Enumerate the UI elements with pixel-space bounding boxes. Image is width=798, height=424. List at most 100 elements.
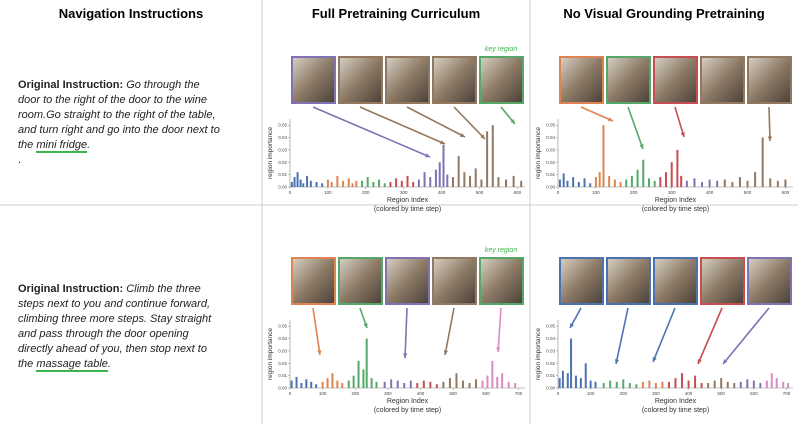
arrow-shaft: [722, 307, 770, 365]
x-tick-label: 0: [557, 190, 560, 195]
instruction: Original Instruction: Climb the three st…: [18, 282, 223, 372]
bar: [693, 178, 696, 187]
bar: [615, 381, 618, 388]
bar: [562, 173, 565, 187]
view-image: [385, 56, 430, 104]
bar: [674, 378, 677, 388]
arrow-head: [652, 357, 657, 362]
x-tick-label: 200: [620, 391, 628, 396]
bar: [372, 182, 375, 187]
bar: [293, 177, 296, 187]
bar: [676, 149, 679, 187]
bar: [507, 381, 510, 388]
bar: [326, 378, 329, 388]
bar: [653, 180, 656, 187]
instruction-label: Original Instruction:: [18, 79, 124, 91]
view-image: [747, 257, 792, 305]
y-tick-label: 0.01: [546, 373, 555, 378]
view-image: [653, 56, 698, 104]
x-tick-label: 0: [557, 391, 560, 396]
y-tick-label: 0.03: [546, 348, 555, 353]
bar: [383, 381, 386, 388]
bar: [296, 172, 299, 187]
y-tick-label: 0.02: [278, 361, 287, 366]
bar: [429, 177, 432, 187]
arrow-shaft: [674, 106, 685, 138]
bar: [759, 383, 762, 388]
y-tick-label: 0.03: [278, 348, 287, 353]
y-axis-label: region importance: [535, 127, 542, 179]
bar: [708, 179, 711, 187]
view-image: [432, 257, 477, 305]
bar: [648, 380, 651, 388]
x-axis-label: Region Index: [387, 197, 429, 204]
bar: [309, 180, 312, 187]
bar: [448, 378, 451, 388]
bar: [787, 383, 790, 388]
bar: [330, 182, 333, 187]
x-tick-label: 0: [289, 190, 292, 195]
x-tick-label: 500: [476, 190, 484, 195]
y-tick-label: 0.00: [546, 386, 555, 391]
bar: [361, 180, 364, 187]
bar: [461, 380, 464, 388]
bar: [366, 177, 369, 187]
arrow-head: [697, 359, 702, 364]
bar: [409, 380, 412, 388]
bar: [396, 380, 399, 388]
arrow-shaft: [453, 106, 486, 140]
x-tick-label: 100: [319, 391, 327, 396]
view-image: [291, 56, 336, 104]
bar: [661, 381, 664, 388]
bar: [782, 381, 785, 388]
bar: [570, 338, 573, 388]
arrow-head: [639, 144, 644, 149]
bar: [594, 381, 597, 388]
y-tick-label: 0.02: [546, 160, 555, 165]
instruction-extra: .: [18, 154, 22, 166]
view-image: [432, 56, 477, 104]
x-tick-label: 300: [652, 391, 660, 396]
arrow-shaft: [697, 307, 723, 365]
y-tick-label: 0.01: [278, 172, 287, 177]
bar: [619, 182, 622, 187]
instruction-end: .: [87, 139, 91, 151]
x-tick-label: 300: [400, 190, 408, 195]
arrow-head: [480, 134, 485, 139]
bar: [746, 180, 749, 187]
bar: [331, 373, 334, 388]
bar: [670, 162, 673, 187]
x-tick-label: 400: [417, 391, 425, 396]
arrow-shaft: [312, 307, 321, 356]
bar: [336, 380, 339, 388]
x-axis-note: (colored by time step): [642, 206, 709, 213]
bar: [412, 182, 415, 187]
bar: [365, 338, 368, 388]
bar: [594, 177, 597, 187]
bar: [505, 179, 508, 187]
bar: [486, 131, 489, 187]
x-tick-label: 0: [289, 391, 292, 396]
bar: [390, 379, 393, 388]
arrow-shaft: [615, 307, 629, 365]
y-axis-label: region importance: [535, 328, 542, 380]
bar: [746, 379, 749, 388]
bar: [625, 179, 628, 187]
x-tick-label: 600: [782, 190, 790, 195]
bar: [429, 381, 432, 388]
bar: [497, 177, 500, 187]
view-image: [606, 257, 651, 305]
instruction-highlight: massage table: [36, 358, 108, 372]
bar: [406, 175, 409, 187]
bar: [475, 379, 478, 388]
bar: [514, 383, 517, 388]
bar: [434, 169, 437, 187]
instruction-highlight: mini fridge: [36, 139, 88, 153]
y-tick-label: 0.02: [278, 160, 287, 165]
bar: [694, 375, 697, 388]
bar: [775, 378, 778, 388]
bar: [336, 175, 339, 187]
view-image: [653, 257, 698, 305]
bar: [378, 179, 381, 187]
